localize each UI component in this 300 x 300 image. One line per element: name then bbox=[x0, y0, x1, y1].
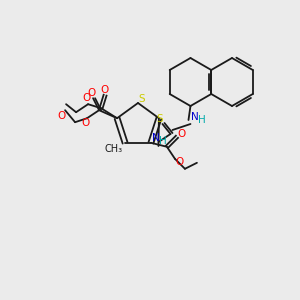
Text: O: O bbox=[57, 111, 65, 121]
Text: H: H bbox=[198, 115, 206, 125]
Text: N: N bbox=[152, 133, 159, 143]
Text: O: O bbox=[81, 118, 89, 128]
Text: S: S bbox=[156, 114, 163, 124]
Text: O: O bbox=[176, 157, 184, 167]
Text: CH₃: CH₃ bbox=[104, 144, 122, 154]
Text: S: S bbox=[139, 94, 145, 104]
Text: H: H bbox=[159, 136, 167, 146]
Text: O: O bbox=[100, 85, 108, 95]
Text: O: O bbox=[178, 129, 186, 139]
Text: N: N bbox=[190, 112, 198, 122]
Text: O: O bbox=[87, 88, 95, 98]
Text: O: O bbox=[82, 93, 90, 103]
